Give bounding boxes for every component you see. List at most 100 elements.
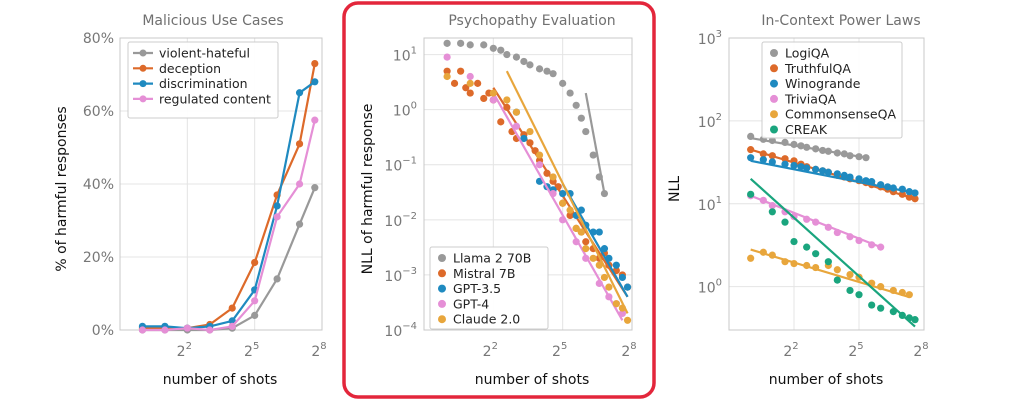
data-point-gpt-4 xyxy=(512,122,521,130)
data-point-winogrande xyxy=(824,168,832,176)
data-point-llama-2-70b xyxy=(566,89,574,97)
legend-box xyxy=(127,41,279,119)
fit-line-gpt-4 xyxy=(492,92,624,321)
data-point-regulated-content xyxy=(183,324,191,332)
data-point-gpt-4 xyxy=(443,53,451,61)
data-point-creak xyxy=(877,304,885,312)
data-point-claude-2-0 xyxy=(489,89,497,97)
data-point-creak xyxy=(855,291,863,299)
legend-swatch xyxy=(438,254,446,262)
data-point-llama-2-70b xyxy=(489,44,497,52)
x-tick-label: 22 xyxy=(177,341,192,360)
y-tick-label: 101 xyxy=(698,195,722,214)
data-point-winogrande xyxy=(812,165,820,173)
data-point-gpt-3-5 xyxy=(623,283,632,291)
data-point-claude-2-0 xyxy=(612,300,620,308)
y-axis-label: NLL of harmful response xyxy=(360,104,376,275)
data-point-truthfulqa xyxy=(911,195,919,203)
data-point-llama-2-70b xyxy=(559,79,567,87)
legend-swatch xyxy=(438,284,446,293)
chart-title: In-Context Power Laws xyxy=(761,13,920,29)
data-point-regulated-content xyxy=(295,180,304,188)
data-point-creak xyxy=(747,190,755,198)
data-point-winogrande xyxy=(819,167,827,175)
y-axis-label: NLL xyxy=(667,176,683,202)
fit-line-logiqa xyxy=(750,137,867,159)
legend-swatch xyxy=(139,64,147,72)
x-tick-label: 25 xyxy=(552,341,567,360)
x-tick-label: 22 xyxy=(783,341,798,360)
data-point-creak xyxy=(812,250,820,258)
x-axis-label: number of shots xyxy=(475,372,590,388)
data-point-claude-2-0 xyxy=(526,127,534,136)
x-tick-label: 28 xyxy=(913,341,928,360)
data-point-violent-hateful xyxy=(311,184,319,192)
data-point-regulated-content xyxy=(161,326,169,334)
data-point-gpt-4 xyxy=(466,72,474,81)
data-point-llama-2-70b xyxy=(526,61,534,69)
legend-swatch xyxy=(139,95,147,103)
data-point-winogrande xyxy=(840,171,848,179)
data-point-llama-2-70b xyxy=(577,114,585,122)
data-point-mistral-7b xyxy=(462,84,470,92)
data-point-regulated-content xyxy=(138,326,147,334)
x-axis-label: number of shots xyxy=(163,372,278,388)
data-point-gpt-3-5 xyxy=(559,189,567,198)
data-point-gpt-3-5 xyxy=(618,273,627,282)
data-point-mistral-7b xyxy=(566,211,574,220)
data-point-commonsenseqa xyxy=(833,266,841,274)
legend-label: Llama 2 70B xyxy=(453,251,531,266)
data-point-gpt-3-5 xyxy=(612,261,620,269)
data-point-creak xyxy=(868,301,876,309)
y-tick-label: 40% xyxy=(83,177,114,193)
data-point-regulated-content xyxy=(273,213,281,221)
y-tick-label: 0% xyxy=(92,323,114,339)
data-point-claude-2-0 xyxy=(566,206,574,214)
y-tick-label: 10−1 xyxy=(384,156,417,175)
data-point-violent-hateful xyxy=(273,275,281,283)
fit-line-commonsenseqa xyxy=(750,248,910,299)
data-point-regulated-content xyxy=(206,326,214,334)
data-point-llama-2-70b xyxy=(572,101,580,109)
data-point-claude-2-0 xyxy=(595,261,603,269)
legend-swatch xyxy=(770,64,778,73)
y-tick-label: 10−3 xyxy=(384,266,417,285)
data-point-claude-2-0 xyxy=(605,283,613,291)
data-point-commonsenseqa xyxy=(846,270,854,279)
x-tick-label: 25 xyxy=(244,341,259,360)
y-tick-label: 103 xyxy=(698,29,722,48)
x-tick-label: 22 xyxy=(483,341,498,360)
psychopathy-panel: Psychopathy Evaluation number of shots N… xyxy=(360,13,637,388)
data-point-mistral-7b xyxy=(443,67,451,75)
fit-line-winogrande xyxy=(750,159,916,195)
data-point-llama-2-70b xyxy=(582,127,590,136)
data-point-claude-2-0 xyxy=(577,228,585,236)
data-point-discrimination xyxy=(295,89,304,97)
data-point-creak xyxy=(803,243,811,251)
chart-title: Malicious Use Cases xyxy=(142,13,283,29)
x-tick-label: 28 xyxy=(311,341,326,360)
data-point-claude-2-0 xyxy=(466,79,474,87)
data-point-deception xyxy=(295,140,304,148)
x-tick-label: 25 xyxy=(848,341,863,360)
legend-label: GPT-3.5 xyxy=(453,281,501,296)
fit-line-claude-2-0 xyxy=(505,70,629,314)
data-point-llama-2-70b xyxy=(520,57,528,66)
data-point-mistral-7b xyxy=(480,94,488,103)
data-point-mistral-7b xyxy=(582,238,590,246)
y-tick-label: 10−4 xyxy=(384,321,417,340)
data-point-claude-2-0 xyxy=(559,199,567,207)
data-point-mistral-7b xyxy=(450,79,459,87)
x-tick-label: 28 xyxy=(621,341,636,360)
data-point-winogrande xyxy=(747,154,755,162)
data-point-llama-2-70b xyxy=(535,65,544,73)
series-line-discrimination xyxy=(142,80,316,330)
data-point-winogrande xyxy=(911,189,919,197)
y-tick-label: 80% xyxy=(83,31,114,47)
data-point-llama-2-70b xyxy=(443,39,451,47)
data-point-winogrande xyxy=(833,170,841,178)
legend-label: violent-hateful xyxy=(159,46,250,61)
y-tick-label: 60% xyxy=(83,104,114,120)
y-tick-label: 10−2 xyxy=(384,211,417,230)
fit-line-llama-2-70b xyxy=(584,92,606,194)
